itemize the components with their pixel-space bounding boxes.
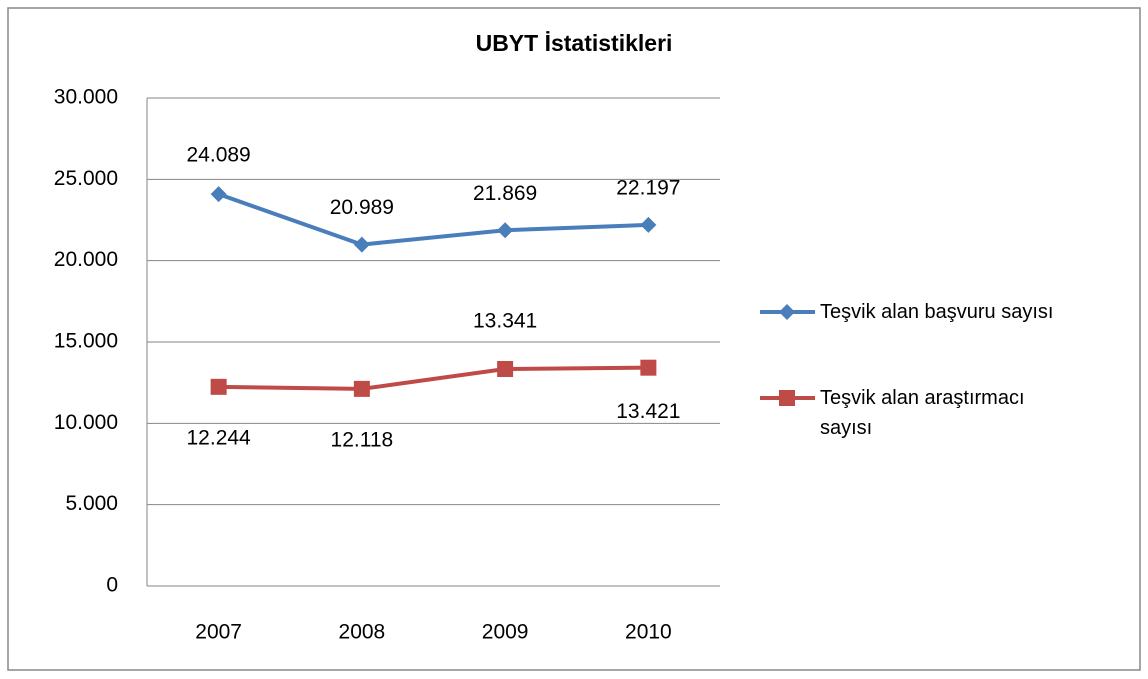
point bbox=[497, 360, 514, 377]
data-label: 20.989 bbox=[330, 196, 394, 219]
y-tick-label: 25.000 bbox=[54, 167, 118, 190]
chart-title: UBYT İstatistikleri bbox=[476, 30, 673, 56]
data-label: 13.341 bbox=[473, 310, 537, 333]
x-tick-label: 2010 bbox=[625, 621, 672, 644]
point bbox=[353, 236, 370, 253]
x-tick-label: 2008 bbox=[339, 621, 386, 644]
y-tick-label: 10.000 bbox=[54, 411, 118, 434]
y-tick-label: 15.000 bbox=[54, 330, 118, 353]
point bbox=[353, 380, 370, 397]
point bbox=[210, 186, 227, 203]
data-label: 24.089 bbox=[187, 144, 251, 167]
data-label: 12.118 bbox=[331, 428, 394, 451]
data-label: 22.197 bbox=[616, 176, 680, 199]
x-tick-label: 2009 bbox=[482, 621, 529, 644]
data-label: 13.421 bbox=[616, 400, 680, 423]
chart-frame bbox=[7, 7, 1141, 671]
y-tick-label: 30.000 bbox=[54, 86, 118, 109]
point bbox=[210, 378, 227, 395]
data-label: 21.869 bbox=[473, 182, 537, 205]
point bbox=[497, 222, 514, 239]
legend-label: Teşvik alan başvuru sayısı bbox=[820, 301, 1054, 323]
y-tick-label: 0 bbox=[106, 574, 118, 597]
data-label: 12.244 bbox=[187, 426, 252, 449]
legend-label: Teşvik alan araştırmacı sayısı bbox=[820, 387, 1025, 439]
y-tick-label: 5.000 bbox=[65, 492, 118, 515]
point bbox=[779, 390, 795, 406]
point bbox=[779, 304, 795, 320]
point bbox=[640, 359, 657, 376]
x-tick-label: 2007 bbox=[195, 621, 242, 644]
series-line bbox=[217, 192, 649, 247]
point bbox=[640, 216, 657, 233]
y-tick-label: 20.000 bbox=[54, 248, 118, 271]
series-line bbox=[218, 365, 649, 391]
